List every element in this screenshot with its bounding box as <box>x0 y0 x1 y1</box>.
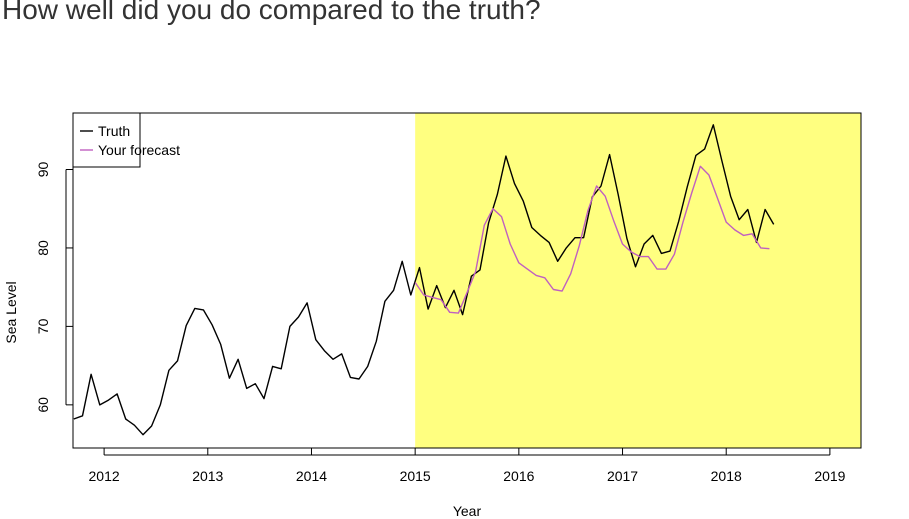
chart-axes: 2012 2013 2014 2015 2016 2017 2018 2019 60 70 80 90 <box>35 161 846 484</box>
y-axis-label: Sea Level <box>3 281 19 343</box>
chart-series <box>73 124 775 436</box>
y-tick-label: 90 <box>35 161 51 177</box>
legend-label: Truth <box>98 123 130 139</box>
page-title: How well did you do compared to the trut… <box>2 0 541 25</box>
y-tick-label: 60 <box>35 397 51 413</box>
chart-background <box>415 113 861 448</box>
x-tick-label: 2016 <box>503 468 534 484</box>
y-tick-label: 80 <box>35 240 51 256</box>
series-line-truth <box>73 124 775 436</box>
x-tick-label: 2018 <box>711 468 742 484</box>
y-tick-label: 70 <box>35 318 51 334</box>
legend-label: Your forecast <box>98 142 180 158</box>
chart-legend: Truth Your forecast <box>72 112 180 168</box>
x-tick-label: 2014 <box>296 468 327 484</box>
x-tick-label: 2012 <box>89 468 120 484</box>
x-tick-label: 2015 <box>400 468 431 484</box>
x-tick-label: 2013 <box>192 468 223 484</box>
legend-box <box>72 112 141 168</box>
x-tick-label: 2019 <box>814 468 845 484</box>
forecast-region <box>415 113 861 448</box>
series-line-forecast <box>414 165 770 314</box>
plot-frame <box>72 112 862 449</box>
x-tick-label: 2017 <box>607 468 638 484</box>
x-axis-label: Year <box>453 503 482 519</box>
